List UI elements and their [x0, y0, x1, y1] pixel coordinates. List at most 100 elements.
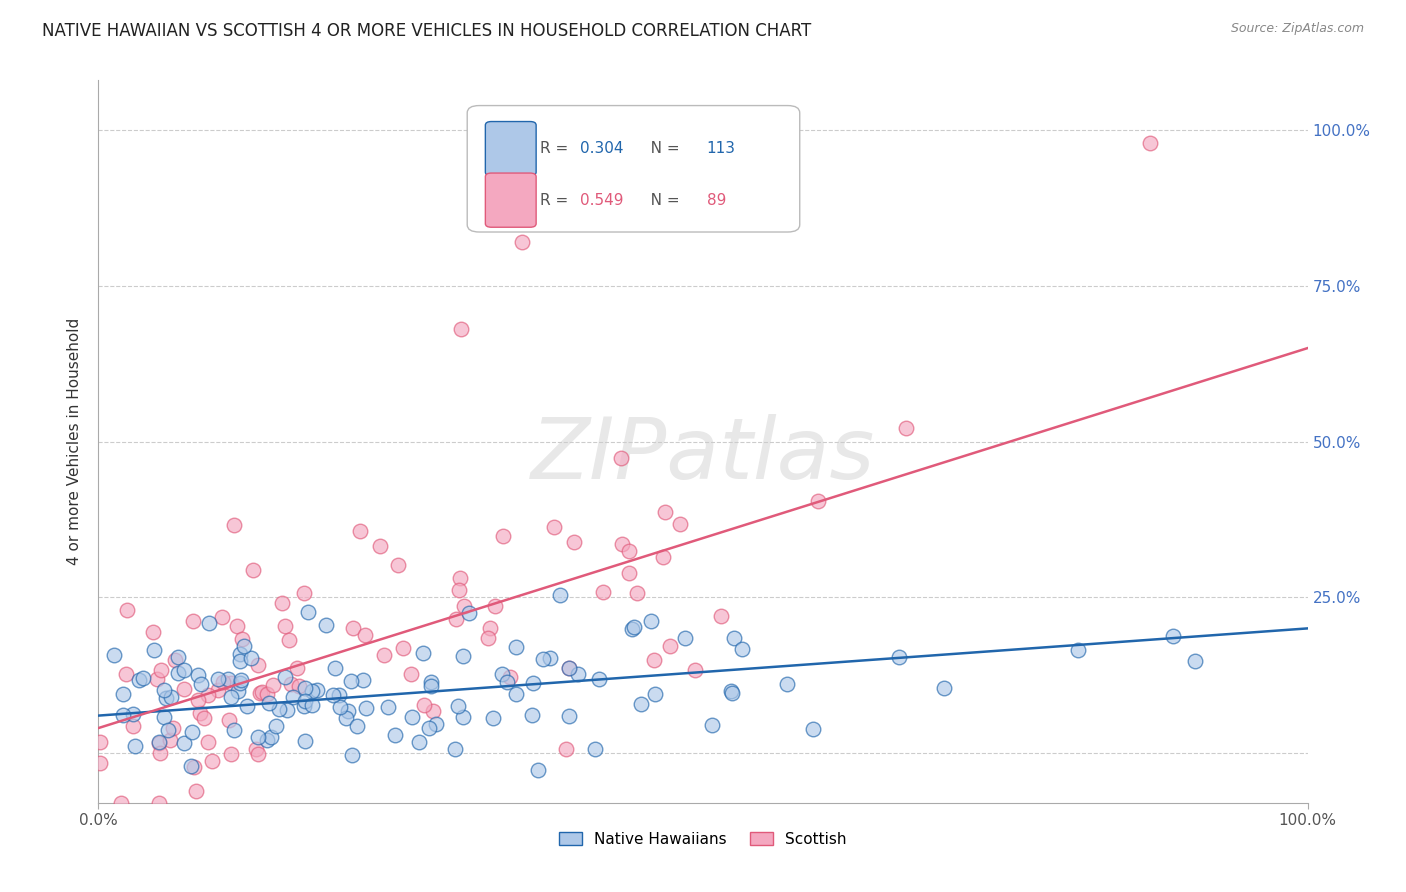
- Point: [623, 620, 645, 634]
- Point: [335, 711, 357, 725]
- Point: [183, 614, 205, 628]
- Point: [240, 650, 263, 665]
- Point: [329, 699, 352, 714]
- Point: [373, 648, 395, 662]
- Point: [491, 667, 513, 681]
- Point: [443, 741, 465, 756]
- Point: [453, 649, 475, 664]
- Point: [181, 724, 204, 739]
- Point: [256, 687, 278, 701]
- Point: [354, 701, 377, 715]
- Point: [153, 710, 176, 724]
- Point: [342, 621, 364, 635]
- Point: [673, 631, 696, 645]
- Point: [418, 721, 440, 735]
- Point: [222, 518, 245, 533]
- Point: [522, 708, 544, 723]
- Point: [229, 654, 252, 668]
- Point: [212, 674, 235, 689]
- Point: [720, 684, 742, 698]
- Point: [280, 677, 302, 691]
- Point: [630, 697, 652, 711]
- Point: [621, 623, 644, 637]
- Point: [492, 528, 515, 542]
- Point: [349, 524, 371, 538]
- Point: [425, 717, 447, 731]
- Point: [932, 681, 955, 695]
- Text: Source: ZipAtlas.com: Source: ZipAtlas.com: [1230, 22, 1364, 36]
- Point: [1184, 654, 1206, 668]
- Point: [157, 723, 180, 737]
- Point: [592, 585, 614, 599]
- Point: [558, 708, 581, 723]
- Point: [626, 586, 648, 600]
- Point: [554, 742, 576, 756]
- Point: [301, 683, 323, 698]
- Point: [260, 730, 283, 744]
- Point: [103, 648, 125, 662]
- Point: [654, 505, 676, 519]
- Point: [527, 763, 550, 777]
- Point: [180, 759, 202, 773]
- Point: [731, 642, 754, 657]
- Point: [231, 632, 253, 646]
- Point: [193, 711, 215, 725]
- Text: 0.549: 0.549: [579, 193, 623, 208]
- Point: [207, 682, 229, 697]
- Point: [450, 322, 472, 336]
- Point: [522, 676, 544, 690]
- Text: N =: N =: [637, 141, 685, 156]
- Point: [186, 784, 208, 798]
- Point: [710, 609, 733, 624]
- Point: [112, 687, 135, 701]
- Point: [122, 706, 145, 721]
- Text: NATIVE HAWAIIAN VS SCOTTISH 4 OR MORE VEHICLES IN HOUSEHOLD CORRELATION CHART: NATIVE HAWAIIAN VS SCOTTISH 4 OR MORE VE…: [42, 22, 811, 40]
- Text: R =: R =: [540, 141, 572, 156]
- Point: [322, 688, 344, 702]
- Point: [148, 796, 170, 810]
- Point: [283, 690, 305, 704]
- Point: [498, 670, 520, 684]
- FancyBboxPatch shape: [485, 121, 536, 176]
- Point: [540, 650, 562, 665]
- Point: [644, 688, 666, 702]
- Point: [288, 679, 311, 693]
- Point: [567, 666, 589, 681]
- Point: [292, 699, 315, 714]
- Point: [419, 679, 441, 693]
- Point: [257, 696, 280, 710]
- Point: [482, 711, 505, 725]
- Point: [451, 710, 474, 724]
- Point: [242, 563, 264, 577]
- Point: [294, 734, 316, 748]
- Point: [219, 690, 242, 704]
- Point: [264, 718, 287, 732]
- Point: [229, 673, 252, 687]
- Text: R =: R =: [540, 193, 572, 208]
- Point: [211, 610, 233, 624]
- Point: [484, 599, 506, 613]
- Point: [368, 539, 391, 553]
- Point: [142, 642, 165, 657]
- Point: [387, 558, 409, 573]
- Point: [583, 742, 606, 756]
- Point: [457, 606, 479, 620]
- Point: [217, 672, 239, 686]
- Point: [256, 732, 278, 747]
- Point: [262, 678, 284, 692]
- Point: [294, 694, 316, 708]
- Point: [775, 677, 797, 691]
- Point: [723, 631, 745, 645]
- Point: [610, 451, 633, 466]
- Point: [233, 640, 256, 654]
- Point: [160, 690, 183, 705]
- Point: [558, 661, 581, 675]
- Point: [377, 700, 399, 714]
- Point: [173, 663, 195, 677]
- Point: [222, 723, 245, 738]
- Point: [401, 710, 423, 724]
- Point: [153, 682, 176, 697]
- Point: [887, 649, 910, 664]
- Point: [336, 704, 359, 718]
- Point: [612, 537, 634, 551]
